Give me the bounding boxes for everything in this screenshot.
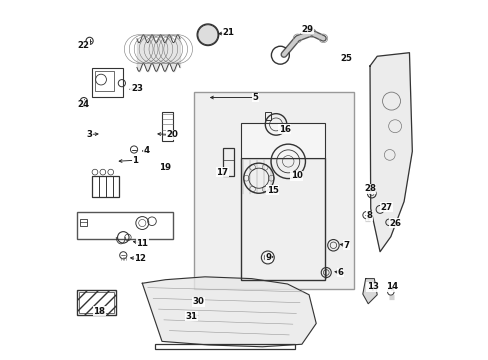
Text: 26: 26 (388, 219, 400, 228)
Bar (162, 112, 173, 140)
Text: 15: 15 (266, 185, 278, 194)
Circle shape (198, 25, 218, 45)
Text: 8: 8 (366, 211, 371, 220)
Text: 7: 7 (343, 241, 349, 250)
Bar (92, 176, 119, 197)
Bar (80, 219, 87, 226)
Bar (265, 112, 270, 120)
Text: 13: 13 (366, 282, 378, 291)
Text: 16: 16 (278, 125, 290, 134)
Text: 23: 23 (131, 84, 142, 93)
Bar (94, 71, 114, 91)
Text: 25: 25 (340, 54, 352, 63)
Text: 4: 4 (143, 146, 150, 155)
Text: 5: 5 (252, 93, 258, 102)
Text: 28: 28 (363, 184, 375, 193)
Text: 17: 17 (216, 168, 228, 177)
Text: 14: 14 (386, 282, 398, 291)
Text: 3: 3 (86, 130, 92, 139)
Text: 12: 12 (134, 255, 146, 264)
Bar (241, 158, 325, 280)
Text: 30: 30 (192, 297, 204, 306)
Text: 2: 2 (166, 130, 173, 139)
Bar (77, 291, 116, 315)
Polygon shape (369, 53, 411, 252)
Text: 11: 11 (136, 239, 148, 248)
FancyBboxPatch shape (77, 212, 173, 239)
Text: 6: 6 (337, 268, 343, 277)
Text: 19: 19 (159, 163, 170, 172)
Bar (155, 344, 294, 349)
Text: 18: 18 (93, 307, 105, 316)
Text: 1: 1 (132, 156, 138, 165)
Polygon shape (362, 279, 376, 304)
Polygon shape (142, 277, 316, 347)
Bar (79, 292, 114, 314)
Bar (92, 68, 122, 97)
Text: 31: 31 (185, 312, 197, 321)
Text: 20: 20 (166, 130, 178, 139)
Text: 10: 10 (290, 171, 302, 180)
Text: 27: 27 (379, 203, 391, 212)
Text: 9: 9 (265, 253, 271, 262)
Bar (241, 123, 325, 158)
Text: 22: 22 (77, 41, 89, 50)
Bar (223, 148, 234, 176)
Text: 21: 21 (222, 28, 234, 37)
FancyBboxPatch shape (193, 93, 353, 289)
Text: 24: 24 (77, 100, 89, 109)
Text: 29: 29 (301, 25, 313, 34)
